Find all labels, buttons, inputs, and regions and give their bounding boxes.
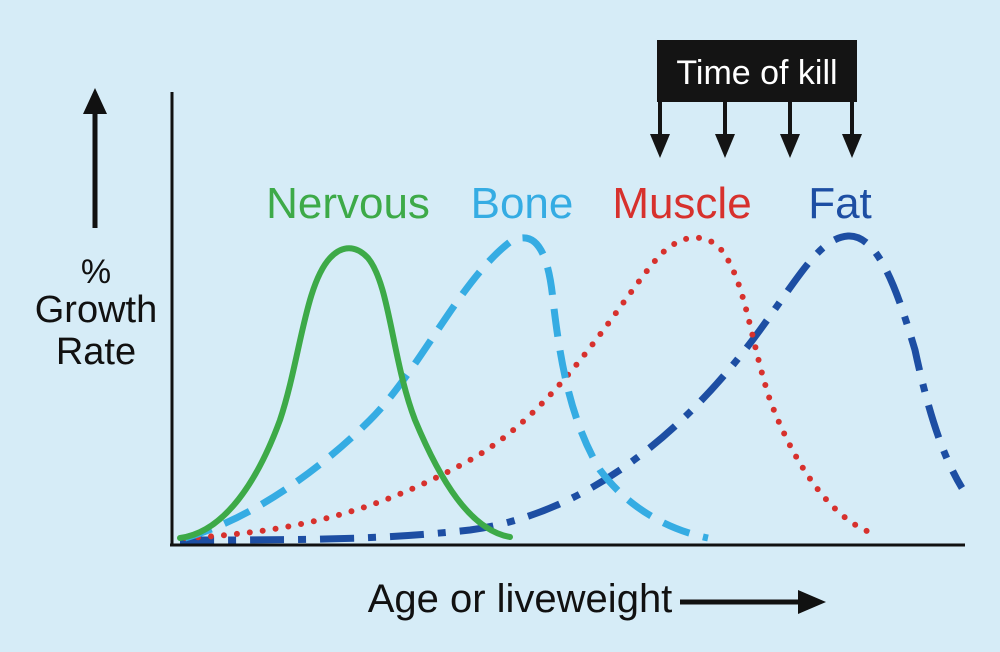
time-of-kill-box <box>657 40 857 102</box>
bone-label: Bone <box>471 179 574 228</box>
y-axis-label-line-3: Rate <box>56 331 136 373</box>
x-axis-right-arrow <box>680 590 826 614</box>
muscle-curve <box>182 234 875 541</box>
time-of-kill-label: Time of kill <box>676 54 837 92</box>
muscle-label: Muscle <box>612 179 751 228</box>
x-axis-label: Age or liveweight <box>368 577 673 621</box>
y-axis-label-line-2: Growth <box>35 289 157 331</box>
fat-label: Fat <box>808 179 872 228</box>
fat-curve <box>179 232 965 544</box>
nervous-label: Nervous <box>266 179 430 228</box>
nervous-curve <box>177 245 513 541</box>
kill-arrows <box>650 100 862 158</box>
bone-curve <box>184 234 709 542</box>
y-axis-up-arrow <box>83 88 107 228</box>
y-axis-label-line-1: % <box>81 253 111 291</box>
